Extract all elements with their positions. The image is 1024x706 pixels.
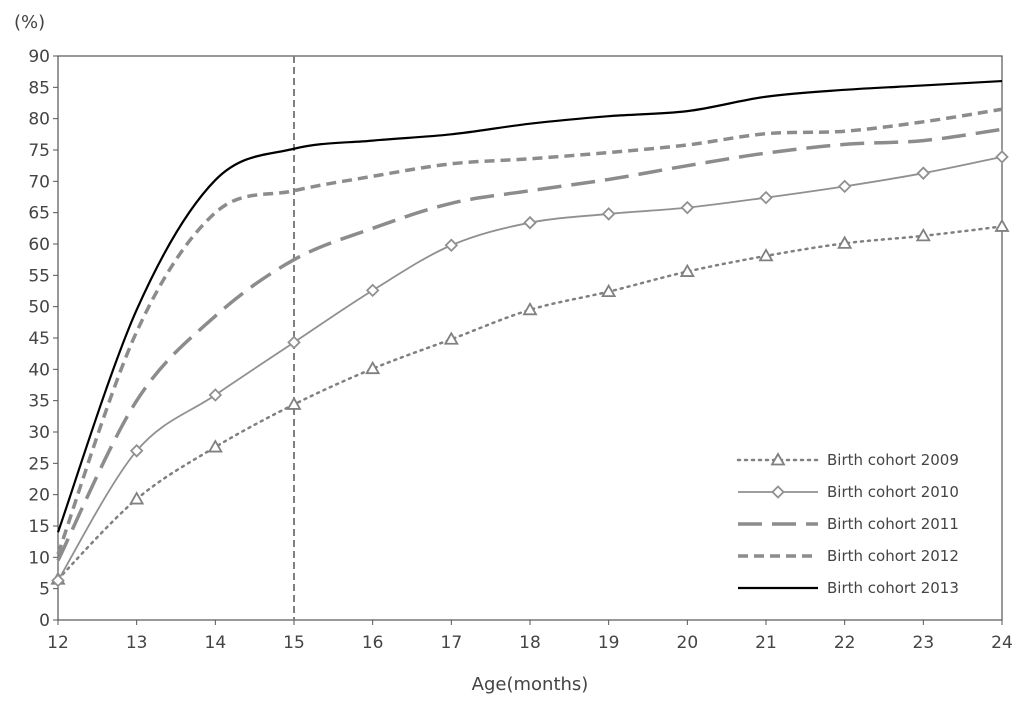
y-tick-label: 70 [28,172,50,192]
legend-item: Birth cohort 2013 [738,579,959,597]
legend-label: Birth cohort 2012 [827,547,959,565]
plot-frame [57,55,1003,621]
y-tick-label: 25 [28,454,50,474]
data-point-marker [995,150,1009,164]
y-tick-label: 0 [39,611,50,631]
data-point-marker [522,301,538,316]
y-tick-label: 60 [28,235,50,255]
legend-item: Birth cohort 2010 [738,483,959,501]
series-line [56,107,1003,555]
y-tick-label: 35 [28,392,50,412]
legend-label: Birth cohort 2009 [827,451,959,469]
x-tick-label: 24 [991,633,1013,653]
data-point-marker [365,283,380,298]
y-tick-label: 55 [28,266,50,286]
y-tick-label: 85 [28,78,50,98]
y-tick-label: 45 [28,329,50,349]
y-tick-label: 30 [28,423,50,443]
x-tick-label: 18 [519,633,541,653]
x-axis-title: Age(months) [472,674,589,695]
data-point-marker [770,452,786,466]
y-tick-label: 15 [28,517,50,537]
data-point-marker [365,360,381,375]
y-axis-title: (%) [14,12,45,33]
x-tick-label: 23 [913,633,935,653]
data-point-marker [758,248,774,262]
series-birth-cohort-2011 [56,127,1003,562]
x-tick-label: 16 [362,633,384,653]
legend-label: Birth cohort 2013 [827,579,959,597]
y-tick-label: 80 [28,110,50,130]
plot-area: 0 5 10 15 20 25 30 35 40 45 50 55 60 65 70 75 80 85 90 12 13… [28,47,1012,653]
x-tick-label: 22 [834,633,856,653]
x-tick-label: 19 [598,633,620,653]
data-point-marker [286,396,302,410]
data-point-marker [443,331,459,345]
series-birth-cohort-2009 [50,218,1010,585]
data-point-marker [287,335,301,350]
y-tick-label: 50 [28,298,50,318]
series-line [56,79,1003,533]
data-point-marker [759,190,773,205]
data-point-marker [523,215,537,230]
x-tick-label: 12 [47,633,69,653]
y-tick-label: 5 [39,580,50,600]
y-tick-label: 20 [28,486,50,506]
series-layer [50,79,1010,588]
data-point-marker [129,491,145,505]
x-tick-label: 20 [677,633,699,653]
legend-item: Birth cohort 2012 [738,547,959,565]
series-birth-cohort-2013 [56,79,1003,533]
y-tick-label: 40 [28,360,50,380]
data-point-marker [208,388,223,402]
x-tick-label: 14 [205,633,227,653]
data-point-marker [444,238,459,253]
legend-label: Birth cohort 2011 [827,515,959,533]
legend-label: Birth cohort 2010 [827,483,959,501]
data-point-marker [916,166,931,180]
legend: Birth cohort 2009 Birth cohort 2010 Birth … [736,451,959,597]
x-tick-label: 21 [755,633,777,653]
data-point-marker [601,207,616,221]
data-point-marker [51,573,65,588]
data-point-marker [837,179,852,194]
x-tick-label: 15 [283,633,305,653]
data-point-marker [679,263,695,277]
legend-item: Birth cohort 2009 [736,451,959,469]
data-point-marker [771,485,785,499]
y-tick-label: 65 [28,204,50,224]
data-point-marker [601,283,617,298]
data-point-marker [207,439,223,453]
series-birth-cohort-2012 [56,107,1003,555]
x-tick-label: 13 [126,633,148,653]
data-point-marker [994,218,1010,232]
legend-item: Birth cohort 2011 [738,515,959,533]
data-point-marker [680,200,695,215]
data-point-marker [837,235,853,249]
y-tick-label: 10 [28,548,50,568]
y-tick-label: 90 [28,47,50,67]
data-point-marker [129,444,144,458]
data-point-marker [915,228,931,242]
y-tick-label: 75 [28,141,50,161]
x-tick-label: 17 [441,633,463,653]
series-line [56,127,1003,562]
series-birth-cohort-2010 [51,150,1009,588]
